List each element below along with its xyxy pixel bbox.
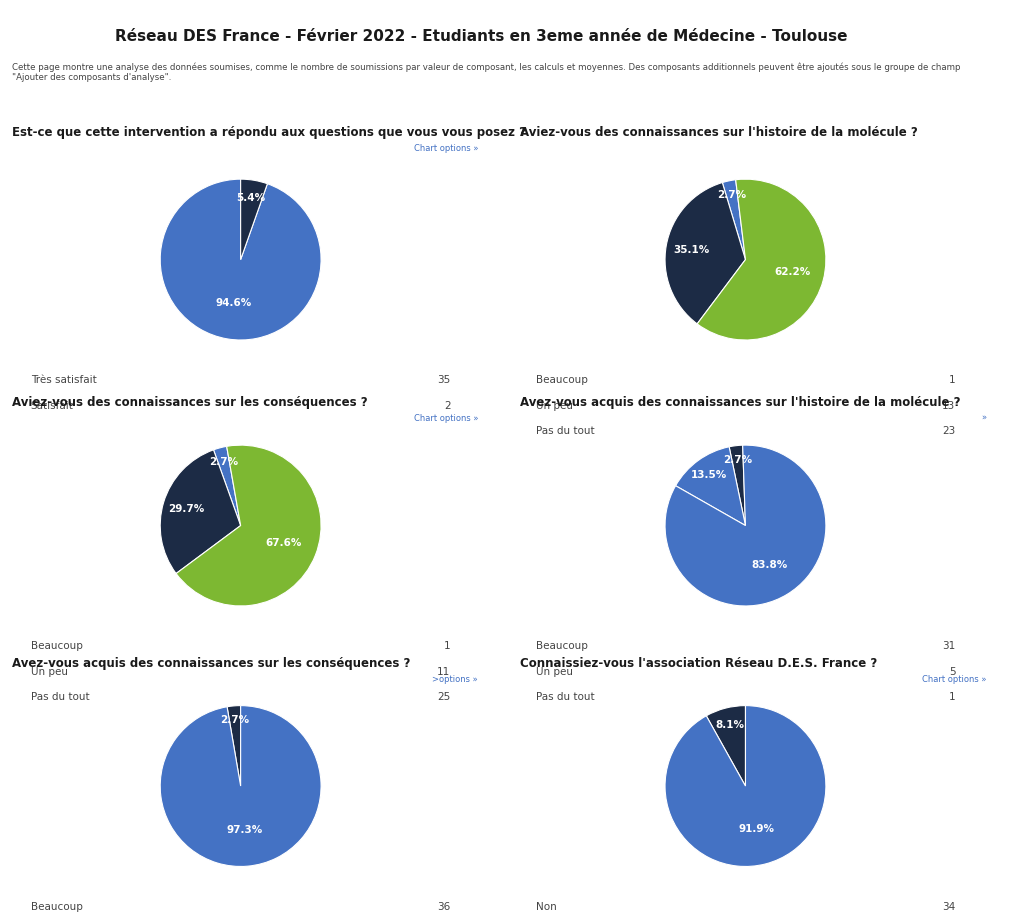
Text: 29.7%: 29.7% [169,505,205,515]
Text: 34: 34 [942,902,955,911]
Text: 94.6%: 94.6% [215,298,251,308]
Text: Beaucoup: Beaucoup [31,642,83,651]
Text: Chart options »: Chart options » [922,675,986,685]
Text: Très satisfait: Très satisfait [31,376,96,385]
Text: 36: 36 [437,902,451,911]
Text: 8.1%: 8.1% [715,720,744,730]
Text: Beaucoup: Beaucoup [31,902,83,911]
Text: 1: 1 [444,642,451,651]
Text: Pas du tout: Pas du tout [31,693,89,702]
Text: 2.7%: 2.7% [209,457,239,467]
Wedge shape [160,450,241,574]
Wedge shape [227,706,241,786]
Text: Beaucoup: Beaucoup [536,642,588,651]
Text: 91.9%: 91.9% [738,824,774,834]
Text: »: » [981,414,986,423]
Wedge shape [676,447,745,526]
Wedge shape [665,445,826,606]
Wedge shape [160,706,322,866]
Text: 25: 25 [437,693,451,702]
Wedge shape [213,446,241,526]
Text: >options »: >options » [432,675,478,685]
Text: 13: 13 [942,401,955,410]
Text: Chart options »: Chart options » [414,144,478,154]
Wedge shape [665,183,745,324]
Text: 35.1%: 35.1% [674,245,710,255]
Text: 5: 5 [949,667,955,676]
Text: Connaissiez-vous l'association Réseau D.E.S. France ?: Connaissiez-vous l'association Réseau D.… [520,657,878,670]
Text: 1: 1 [949,376,955,385]
Text: Chart options »: Chart options » [414,414,478,423]
Wedge shape [697,179,826,340]
Text: Un peu: Un peu [536,667,572,676]
Text: "Ajouter des composants d'analyse".: "Ajouter des composants d'analyse". [12,73,172,82]
Text: 11: 11 [437,667,451,676]
Text: 1: 1 [949,693,955,702]
Text: 2.7%: 2.7% [718,190,746,200]
Text: Un peu: Un peu [31,667,68,676]
Text: 23: 23 [942,427,955,436]
Text: 2: 2 [444,401,451,410]
Text: Réseau DES France - Février 2022 - Etudiants en 3eme année de Médecine - Toulous: Réseau DES France - Février 2022 - Etudi… [115,29,848,44]
Wedge shape [707,706,745,786]
Text: Satisfait: Satisfait [31,401,74,410]
Text: 2.7%: 2.7% [723,455,753,465]
Text: Est-ce que cette intervention a répondu aux questions que vous vous posez ?: Est-ce que cette intervention a répondu … [12,126,526,139]
Text: Aviez-vous des connaissances sur l'histoire de la molécule ?: Aviez-vous des connaissances sur l'histo… [520,126,918,139]
Text: 31: 31 [942,642,955,651]
Text: Pas du tout: Pas du tout [536,427,594,436]
Wedge shape [722,180,745,260]
Text: 2.7%: 2.7% [220,716,250,726]
Text: 5.4%: 5.4% [237,193,266,203]
Text: Cette page montre une analyse des données soumises, comme le nombre de soumissio: Cette page montre une analyse des donnée… [12,62,961,71]
Text: Avez-vous acquis des connaissances sur les conséquences ?: Avez-vous acquis des connaissances sur l… [12,657,411,670]
Text: 62.2%: 62.2% [774,267,810,277]
Text: Beaucoup: Beaucoup [536,376,588,385]
Wedge shape [160,179,322,340]
Text: 13.5%: 13.5% [690,470,727,480]
Wedge shape [176,445,322,606]
Wedge shape [729,445,745,526]
Wedge shape [665,706,826,866]
Text: Avez-vous acquis des connaissances sur l'histoire de la molécule ?: Avez-vous acquis des connaissances sur l… [520,396,961,409]
Text: 83.8%: 83.8% [752,560,787,570]
Wedge shape [241,179,267,260]
Text: 97.3%: 97.3% [226,825,262,835]
Text: 67.6%: 67.6% [266,537,302,547]
Text: C: C [985,16,999,37]
Text: 35: 35 [437,376,451,385]
Text: Non: Non [536,902,556,911]
Text: Un peu: Un peu [536,401,572,410]
Text: Pas du tout: Pas du tout [536,693,594,702]
Text: Aviez-vous des connaissances sur les conséquences ?: Aviez-vous des connaissances sur les con… [12,396,368,409]
